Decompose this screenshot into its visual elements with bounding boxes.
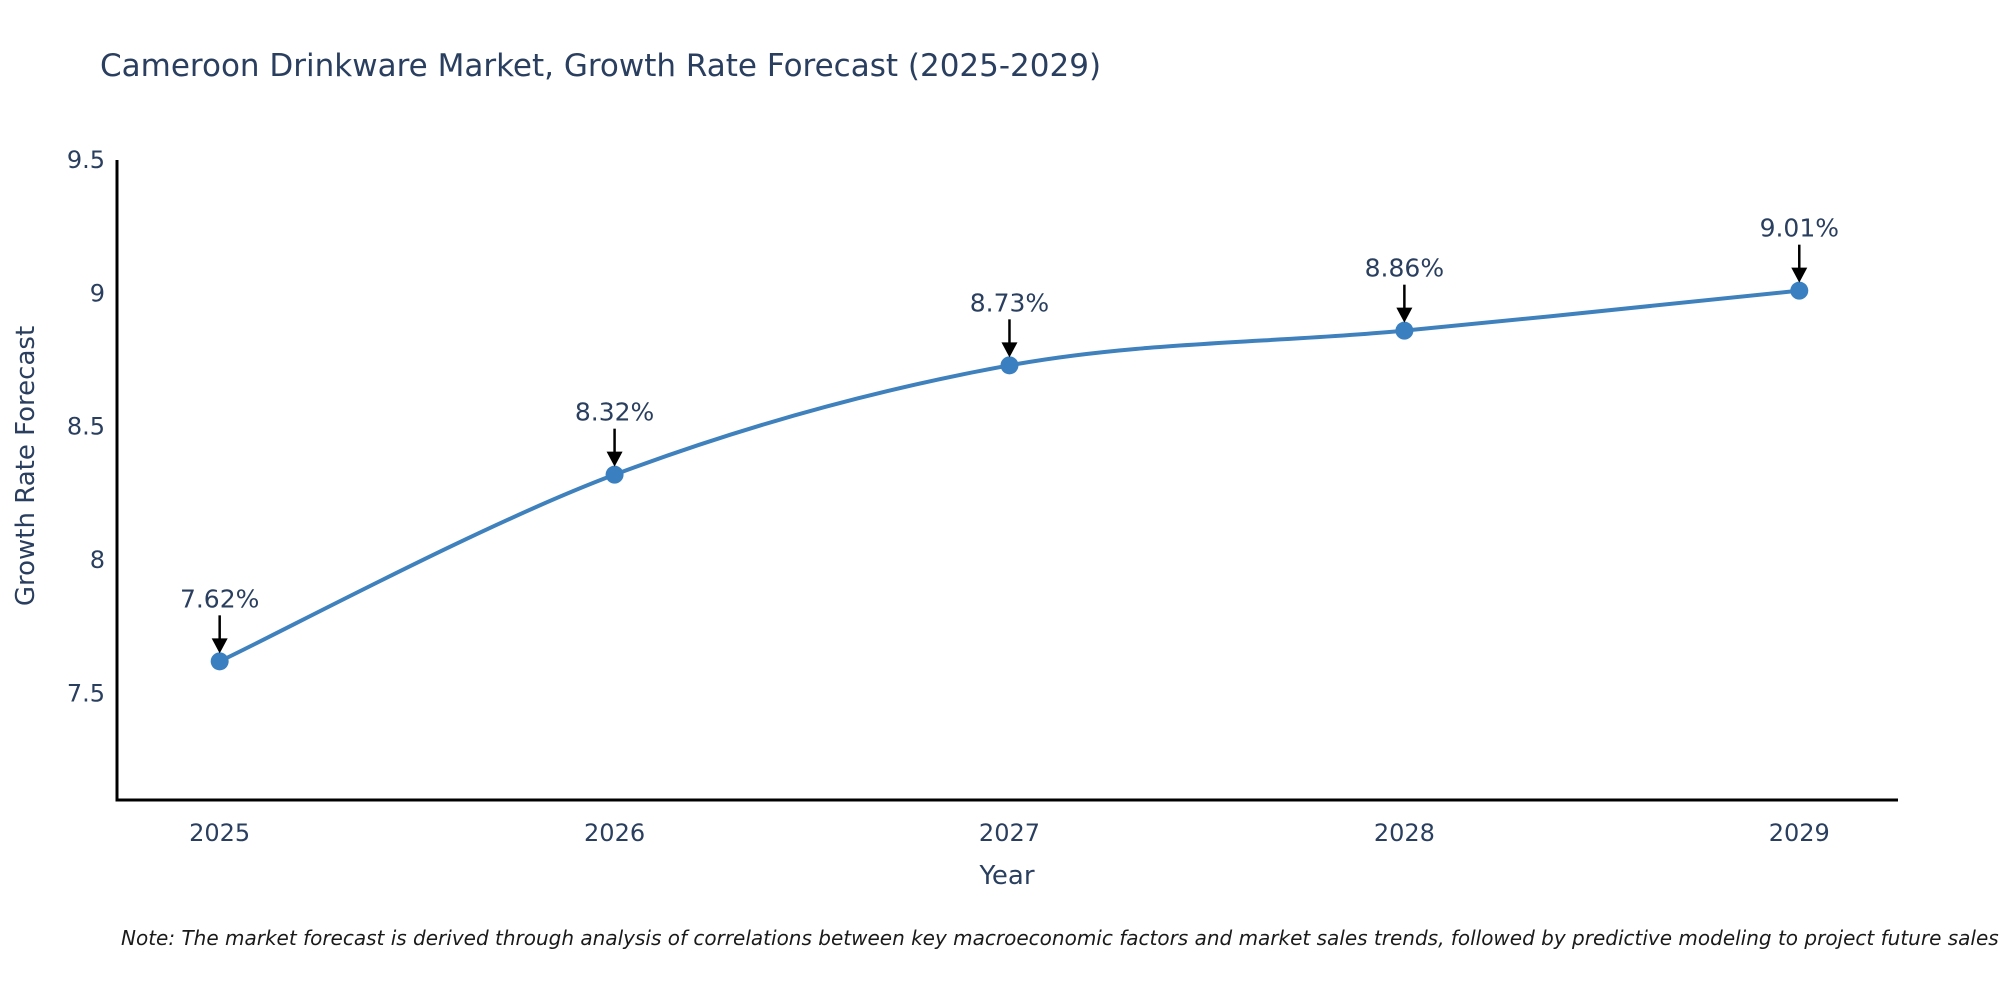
chart-title: Cameroon Drinkware Market, Growth Rate F… — [100, 48, 1102, 84]
y-tick-label: 9.5 — [67, 146, 105, 174]
annotations-layer: 7.62% 8.32% 8.73% 8.86% 9.01% — [180, 214, 1839, 654]
point-value-label: 8.32% — [575, 398, 654, 427]
annotation-arrow-head — [1396, 307, 1413, 323]
axes-layer: 7.5 8 8.5 9 9.5 2025 2026 2027 2028 2029 — [67, 146, 1898, 847]
footnote: Note: The market forecast is derived thr… — [121, 926, 1999, 950]
data-point-marker[interactable] — [210, 652, 229, 671]
annotation-arrow-head — [1791, 267, 1808, 283]
y-axis-title: Growth Rate Forecast — [11, 326, 41, 606]
x-tick-label: 2025 — [189, 819, 250, 847]
y-tick-label: 8.5 — [67, 413, 105, 441]
x-tick-label: 2027 — [979, 819, 1040, 847]
data-point-marker[interactable] — [1790, 281, 1809, 300]
annotation-arrow-head — [211, 638, 228, 654]
point-value-label: 7.62% — [180, 584, 259, 613]
y-tick-label: 9 — [90, 279, 105, 307]
data-point-marker[interactable] — [1000, 356, 1019, 375]
point-value-label: 8.73% — [970, 288, 1049, 317]
x-axis-title: Year — [978, 861, 1034, 891]
series-layer — [210, 281, 1809, 671]
x-tick-label: 2026 — [584, 819, 645, 847]
data-point-marker[interactable] — [605, 465, 624, 484]
x-tick-label: 2029 — [1769, 819, 1830, 847]
point-value-label: 8.86% — [1365, 254, 1444, 283]
data-point-marker[interactable] — [1395, 321, 1414, 340]
y-tick-label: 8 — [90, 546, 105, 574]
y-tick-label: 7.5 — [67, 679, 105, 707]
annotation-arrow-head — [1001, 342, 1018, 358]
annotation-arrow-head — [606, 451, 623, 467]
x-tick-label: 2028 — [1374, 819, 1435, 847]
point-value-label: 9.01% — [1760, 214, 1839, 243]
